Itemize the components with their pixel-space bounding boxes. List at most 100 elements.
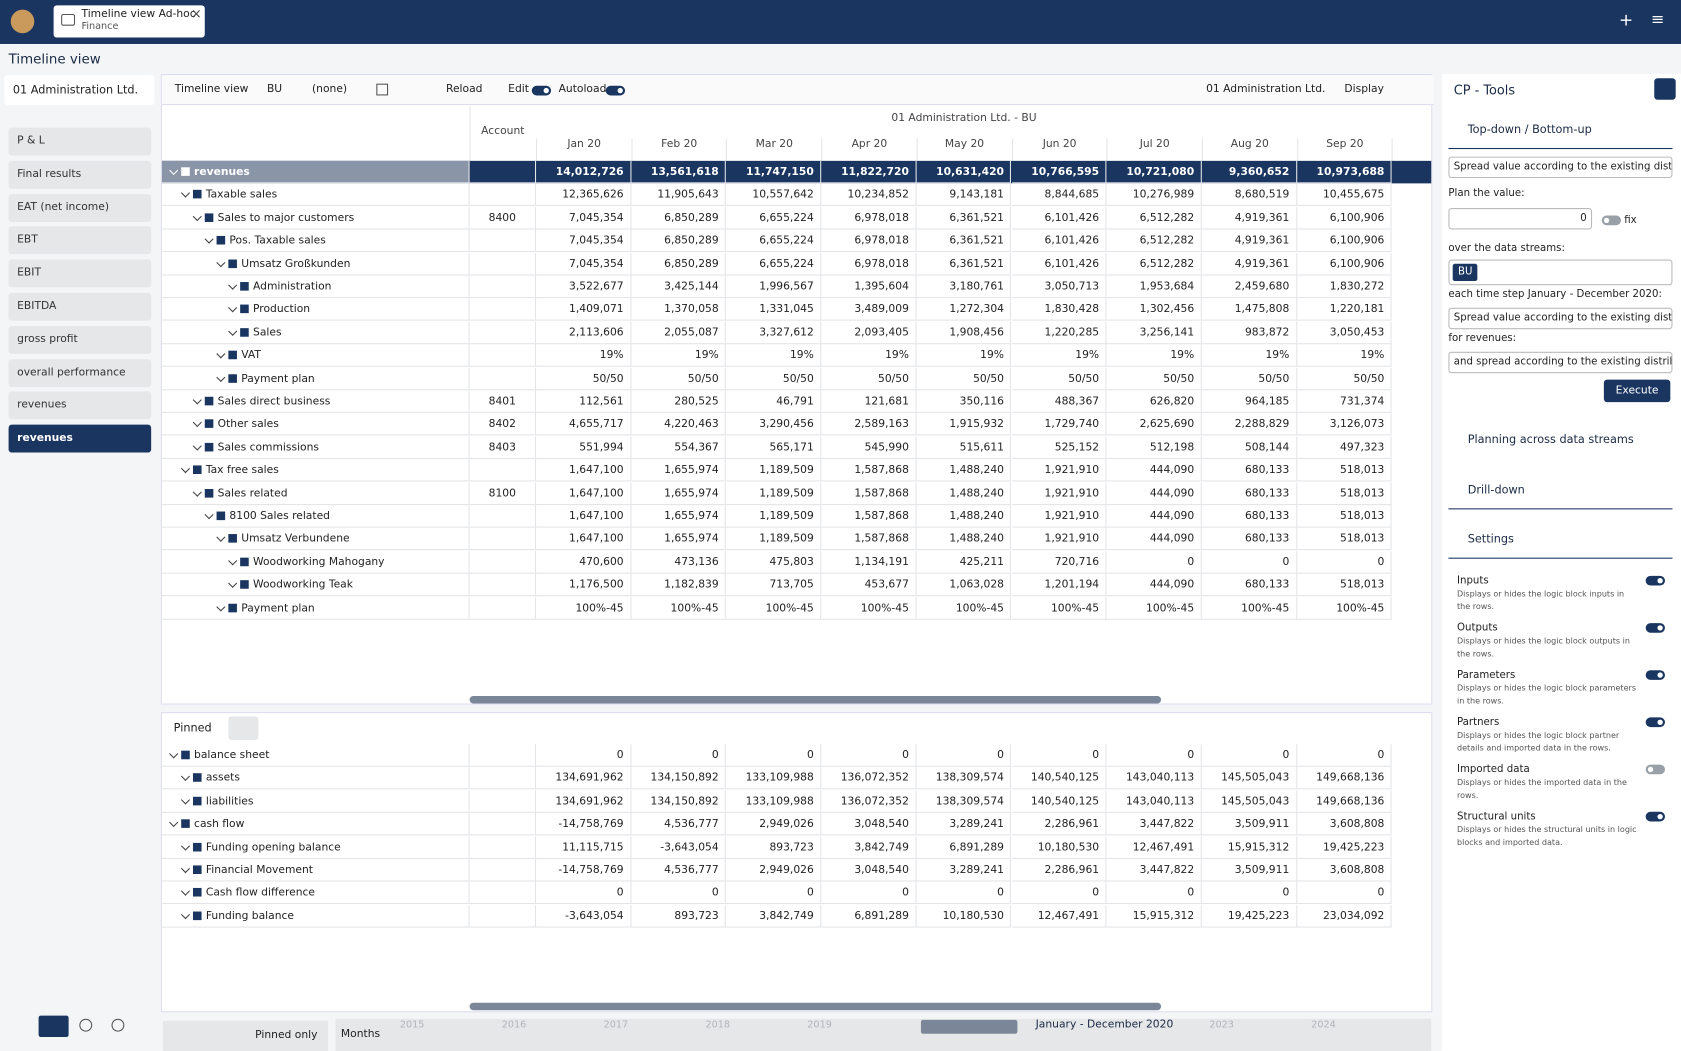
value-cell[interactable]: 1,201,194 [1011,573,1107,597]
table-row[interactable]: revenues 14,012,726 13,561,618 11,747,150 11… [161,160,1432,184]
value-cell[interactable]: 0 [916,744,1012,767]
value-cell[interactable]: 6,978,018 [821,229,917,253]
value-cell[interactable]: 3,447,822 [1106,858,1202,882]
value-cell[interactable]: 6,100,906 [1296,229,1392,253]
nav-item[interactable]: EAT (net income) [8,193,152,222]
value-cell[interactable]: 19,425,223 [1296,836,1392,859]
value-cell[interactable]: 1,488,240 [916,482,1012,505]
value-cell[interactable]: 10,631,420 [916,160,1012,184]
value-cell[interactable]: 470,600 [536,550,632,574]
value-cell[interactable]: 12,467,491 [1011,904,1107,928]
value-cell[interactable]: 1,953,684 [1106,275,1202,299]
value-cell[interactable]: 11,115,715 [536,836,632,859]
add-button[interactable]: + [1618,9,1634,31]
value-cell[interactable]: 50/50 [1106,367,1202,390]
value-cell[interactable]: 13,561,618 [631,160,727,184]
table-row[interactable]: Woodworking Mahogany 470,600 473,136 475,80… [161,550,1431,574]
table-row[interactable]: Taxable sales 12,365,626 11,905,643 10,557,… [161,183,1431,207]
value-cell[interactable]: 680,133 [1201,505,1297,528]
value-cell[interactable]: 350,116 [916,390,1012,413]
value-cell[interactable]: 0 [1201,744,1297,767]
nav-item[interactable]: gross profit [8,325,152,354]
value-cell[interactable]: 6,850,289 [631,206,727,230]
value-cell[interactable]: 6,850,289 [631,229,727,253]
value-cell[interactable]: 143,040,113 [1106,790,1202,813]
value-cell[interactable]: 444,090 [1106,573,1202,597]
value-cell[interactable]: 145,505,043 [1201,767,1297,790]
nav-item[interactable]: EBITDA [8,292,152,321]
value-cell[interactable]: 1,655,974 [631,459,727,482]
value-cell[interactable]: 3,290,456 [726,413,822,436]
value-cell[interactable]: 6,512,282 [1106,229,1202,253]
setting-toggle[interactable] [1645,670,1665,680]
value-cell[interactable]: 1,647,100 [536,459,632,482]
value-cell[interactable]: 1,655,974 [631,528,727,551]
value-cell[interactable]: 8,680,519 [1201,183,1297,207]
value-cell[interactable]: 11,747,150 [726,160,822,184]
value-cell[interactable]: 100%-45 [1011,596,1107,620]
method-select[interactable]: Spread value according to the existing d… [1448,156,1673,179]
value-cell[interactable]: 731,374 [1296,390,1392,413]
range-slider[interactable] [920,1019,1018,1034]
value-cell[interactable]: 3,050,453 [1296,321,1392,345]
value-cell[interactable]: 1,647,100 [536,505,632,528]
setting-toggle[interactable] [1645,811,1665,822]
value-cell[interactable]: 10,180,530 [1011,836,1107,859]
value-cell[interactable]: 19% [1106,344,1202,367]
value-cell[interactable]: 1,921,910 [1011,482,1107,505]
display-select[interactable]: Display [1344,83,1384,96]
value-cell[interactable]: 145,505,043 [1201,790,1297,813]
value-cell[interactable]: 6,978,018 [821,206,917,230]
value-cell[interactable]: 0 [1011,881,1107,905]
value-cell[interactable]: 1,587,868 [821,482,917,505]
value-cell[interactable]: 6,512,282 [1106,252,1202,276]
setting-toggle[interactable] [1645,575,1665,586]
value-cell[interactable]: 1,189,509 [726,482,822,505]
value-cell[interactable]: 19% [916,344,1012,367]
granularity-select[interactable]: Months [340,1028,381,1041]
filter-select[interactable]: (none) [311,83,348,96]
nav-item[interactable]: overall performance [8,358,152,387]
table-row[interactable]: Sales to major customers 8400 7,045,354 6,8… [161,206,1431,230]
table-row[interactable]: Woodworking Teak 1,176,500 1,182,839 713,70… [161,573,1431,597]
table-row[interactable]: Cash flow difference 0 0 0 0 0 0 0 0 0 [161,881,1431,905]
scrollbar[interactable] [469,695,1162,704]
stream-chip[interactable]: BU [1452,263,1478,281]
value-cell[interactable]: 100%-45 [536,596,632,620]
entity-select[interactable]: 01 Administration Ltd. [1206,83,1326,96]
menu-button[interactable]: ≡ [1651,9,1665,29]
value-cell[interactable]: 680,133 [1201,528,1297,551]
value-cell[interactable]: 10,721,080 [1106,160,1202,184]
value-cell[interactable]: 12,365,626 [536,183,632,207]
value-cell[interactable]: 680,133 [1201,482,1297,505]
value-cell[interactable]: 0 [631,881,727,905]
value-cell[interactable]: 475,803 [726,550,822,574]
value-cell[interactable]: 0 [726,881,822,905]
value-cell[interactable]: 983,872 [1201,321,1297,345]
table-row[interactable]: Administration 3,522,677 3,425,144 1,996,56… [161,275,1431,299]
value-cell[interactable]: 1,189,509 [726,528,822,551]
value-cell[interactable]: 134,150,892 [631,767,727,790]
value-cell[interactable]: 10,276,989 [1106,183,1202,207]
value-cell[interactable]: 3,842,749 [726,904,822,928]
fix-toggle[interactable] [1601,215,1622,226]
value-cell[interactable]: 3,522,677 [536,275,632,299]
value-cell[interactable]: 554,367 [631,436,727,459]
value-cell[interactable]: 0 [1201,550,1297,574]
value-cell[interactable]: 1,182,839 [631,573,727,597]
dimension-select[interactable]: BU [266,83,283,96]
setting-toggle[interactable] [1645,764,1665,775]
value-cell[interactable]: 3,608,808 [1296,813,1392,836]
value-cell[interactable]: 3,447,822 [1106,813,1202,836]
value-cell[interactable]: 3,509,911 [1201,813,1297,836]
value-cell[interactable]: 50/50 [726,367,822,390]
value-cell[interactable]: 1,475,808 [1201,298,1297,322]
value-cell[interactable]: 100%-45 [1296,596,1392,620]
value-cell[interactable]: 3,489,009 [821,298,917,322]
value-cell[interactable]: 2,459,680 [1201,275,1297,299]
edit-toggle[interactable] [531,85,552,96]
value-cell[interactable]: 46,791 [726,390,822,413]
table-row[interactable]: Funding balance -3,643,054 893,723 3,842,74… [161,904,1431,928]
value-cell[interactable]: 6,101,426 [1011,229,1107,253]
tab[interactable]: Timeline view Ad-hoc Finance × [53,5,205,38]
